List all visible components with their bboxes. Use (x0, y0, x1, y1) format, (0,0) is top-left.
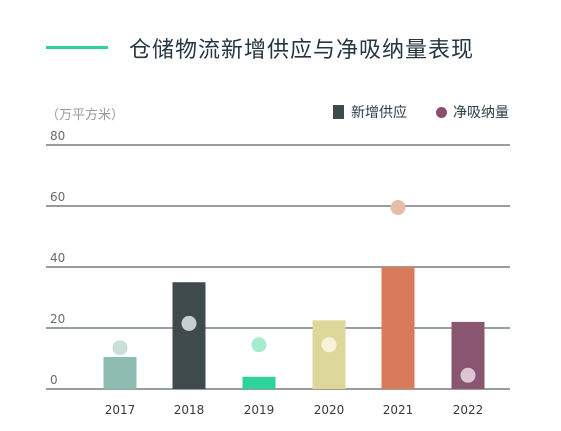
title-accent-line (46, 46, 108, 49)
legend-item-new-supply: 新增供应 (333, 102, 407, 122)
legend-label-new-supply: 新增供应 (351, 105, 407, 121)
x-tick-label-2019: 2019 (244, 403, 275, 417)
x-tick-label-2017: 2017 (105, 403, 136, 417)
bar-new-supply-2020 (312, 320, 346, 389)
bar-new-supply-2019 (242, 376, 276, 389)
dot-net-absorption-2018 (181, 315, 197, 331)
legend-label-net-absorption: 净吸纳量 (453, 105, 509, 121)
legend-item-net-absorption: 净吸纳量 (436, 102, 509, 122)
chart-title: 仓储物流新增供应与净吸纳量表现 (129, 38, 475, 63)
y-tick-label: 20 (50, 312, 65, 326)
dot-net-absorption-2017 (112, 340, 128, 356)
dot-net-absorption-2022 (460, 367, 476, 383)
dot-net-absorption-2020 (321, 337, 337, 353)
bar-new-supply-2021 (381, 267, 415, 389)
legend-dot-swatch (436, 106, 447, 118)
dot-net-absorption-2019 (251, 337, 267, 353)
y-tick-label: 40 (50, 251, 65, 265)
x-tick-label-2022: 2022 (453, 403, 484, 417)
dot-net-absorption-2021 (390, 200, 406, 216)
bar-new-supply-2017 (103, 356, 137, 389)
x-tick-label-2018: 2018 (174, 403, 205, 417)
y-tick-label: 0 (50, 373, 58, 387)
y-tick-label: 60 (50, 190, 65, 204)
y-axis-unit-label: （万平方米） (46, 108, 125, 123)
y-tick-label: 80 (50, 129, 65, 143)
x-tick-label-2021: 2021 (383, 403, 414, 417)
legend-bar-swatch (333, 105, 344, 119)
bar-new-supply-2018 (172, 282, 206, 389)
x-tick-label-2020: 2020 (314, 403, 345, 417)
